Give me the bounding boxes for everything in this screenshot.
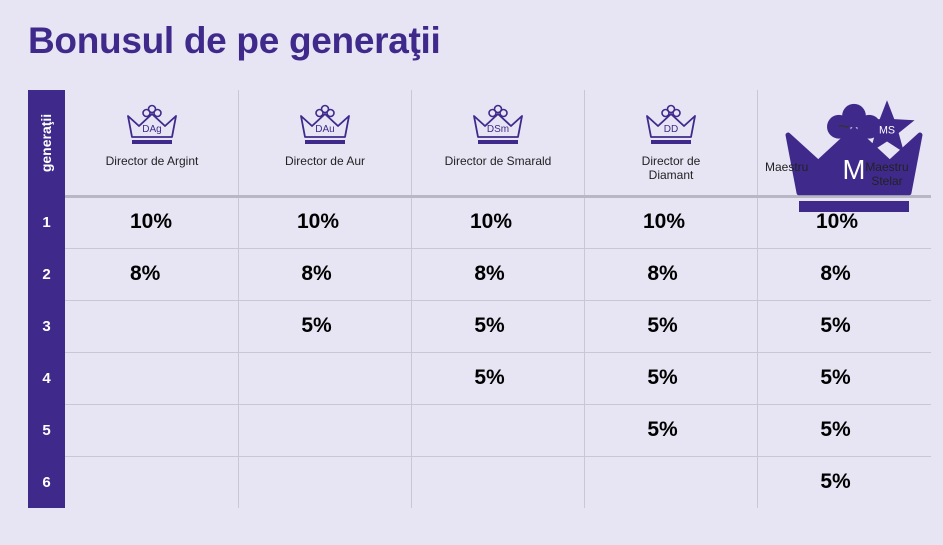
generation-header-label: generaţii	[38, 113, 55, 173]
bonus-percentage: 5%	[647, 418, 678, 441]
row-divider	[65, 456, 931, 457]
generation-number: 4	[42, 369, 51, 387]
bonus-percentage: 10%	[130, 210, 173, 233]
icon-abbreviation: DAu	[315, 124, 334, 135]
bonus-percentage: 8%	[130, 262, 161, 285]
icon-abbreviation: DAg	[142, 124, 161, 135]
column-header-label: Director de Argint	[105, 154, 199, 168]
row-divider	[65, 404, 931, 405]
column-header: DD Director de Diamant	[584, 90, 758, 196]
column-header-label: Director de Aur	[284, 154, 366, 168]
column-header-label: Maestru Stelar	[865, 160, 909, 188]
icon-abbreviation: DD	[664, 124, 678, 135]
bonus-percentage: 10%	[642, 210, 686, 233]
icon-abbreviation: MS	[879, 124, 895, 136]
bonus-percentage: 5%	[474, 366, 505, 389]
bonus-percentage: 10%	[469, 210, 513, 233]
icon-abbreviation: DSm	[487, 124, 509, 135]
column-divider	[238, 90, 239, 508]
crown-filled-icon: M	[785, 103, 923, 212]
generation-number: 1	[42, 213, 51, 231]
bonus-percentage: 10%	[296, 210, 340, 233]
column-header: DSm Director de Smarald	[411, 90, 585, 196]
row-divider	[65, 300, 931, 301]
generation-number: 6	[42, 473, 51, 491]
column-divider	[584, 90, 585, 508]
generation-column: generaţii 1 2 3 4 5 6	[28, 90, 65, 508]
bonus-percentage: 5%	[820, 418, 851, 441]
bonus-percentage: 5%	[301, 314, 332, 337]
generation-number: 3	[42, 317, 51, 335]
row-divider	[65, 248, 931, 249]
generation-number: 2	[42, 265, 51, 283]
bonus-percentage: 5%	[820, 470, 851, 493]
bonus-percentage: 5%	[647, 314, 678, 337]
header-divider	[65, 195, 931, 198]
page-title: Bonusul de pe generaţii	[28, 20, 441, 61]
crown-outline-icon: DD	[646, 104, 696, 144]
column-header: DAg Director de Argint	[65, 90, 239, 196]
bonus-percentage: 8%	[301, 262, 332, 285]
column-header-label: Director de Smarald	[444, 154, 552, 168]
bonus-percentage: 8%	[820, 262, 851, 285]
generation-number: 5	[42, 421, 51, 439]
bonus-percentage: 8%	[474, 262, 505, 285]
column-divider	[411, 90, 412, 508]
column-header: DAu Director de Aur	[238, 90, 412, 196]
bonus-percentage: 5%	[820, 314, 851, 337]
icon-abbreviation: M	[843, 154, 866, 185]
crown-outline-icon: DAu	[300, 104, 350, 144]
star-filled-icon: MS	[859, 100, 915, 153]
generation-header: generaţii	[28, 90, 65, 196]
crown-outline-icon: DSm	[473, 104, 523, 144]
column-divider	[757, 90, 758, 508]
bonus-percentage: 5%	[647, 366, 678, 389]
bonus-percentage: 10%	[815, 210, 859, 233]
column-header-label: Maestru	[765, 160, 809, 174]
crown-outline-icon: DAg	[127, 104, 177, 144]
row-divider	[65, 352, 931, 353]
column-header: M Maestru ~ MS Maestru Stelar	[757, 90, 931, 212]
column-header-label: Director de Diamant	[641, 154, 701, 182]
bonus-percentage: 5%	[474, 314, 505, 337]
bonus-percentage: 5%	[820, 366, 851, 389]
bonus-percentage: 8%	[647, 262, 678, 285]
tilde-separator: ~	[838, 116, 850, 138]
